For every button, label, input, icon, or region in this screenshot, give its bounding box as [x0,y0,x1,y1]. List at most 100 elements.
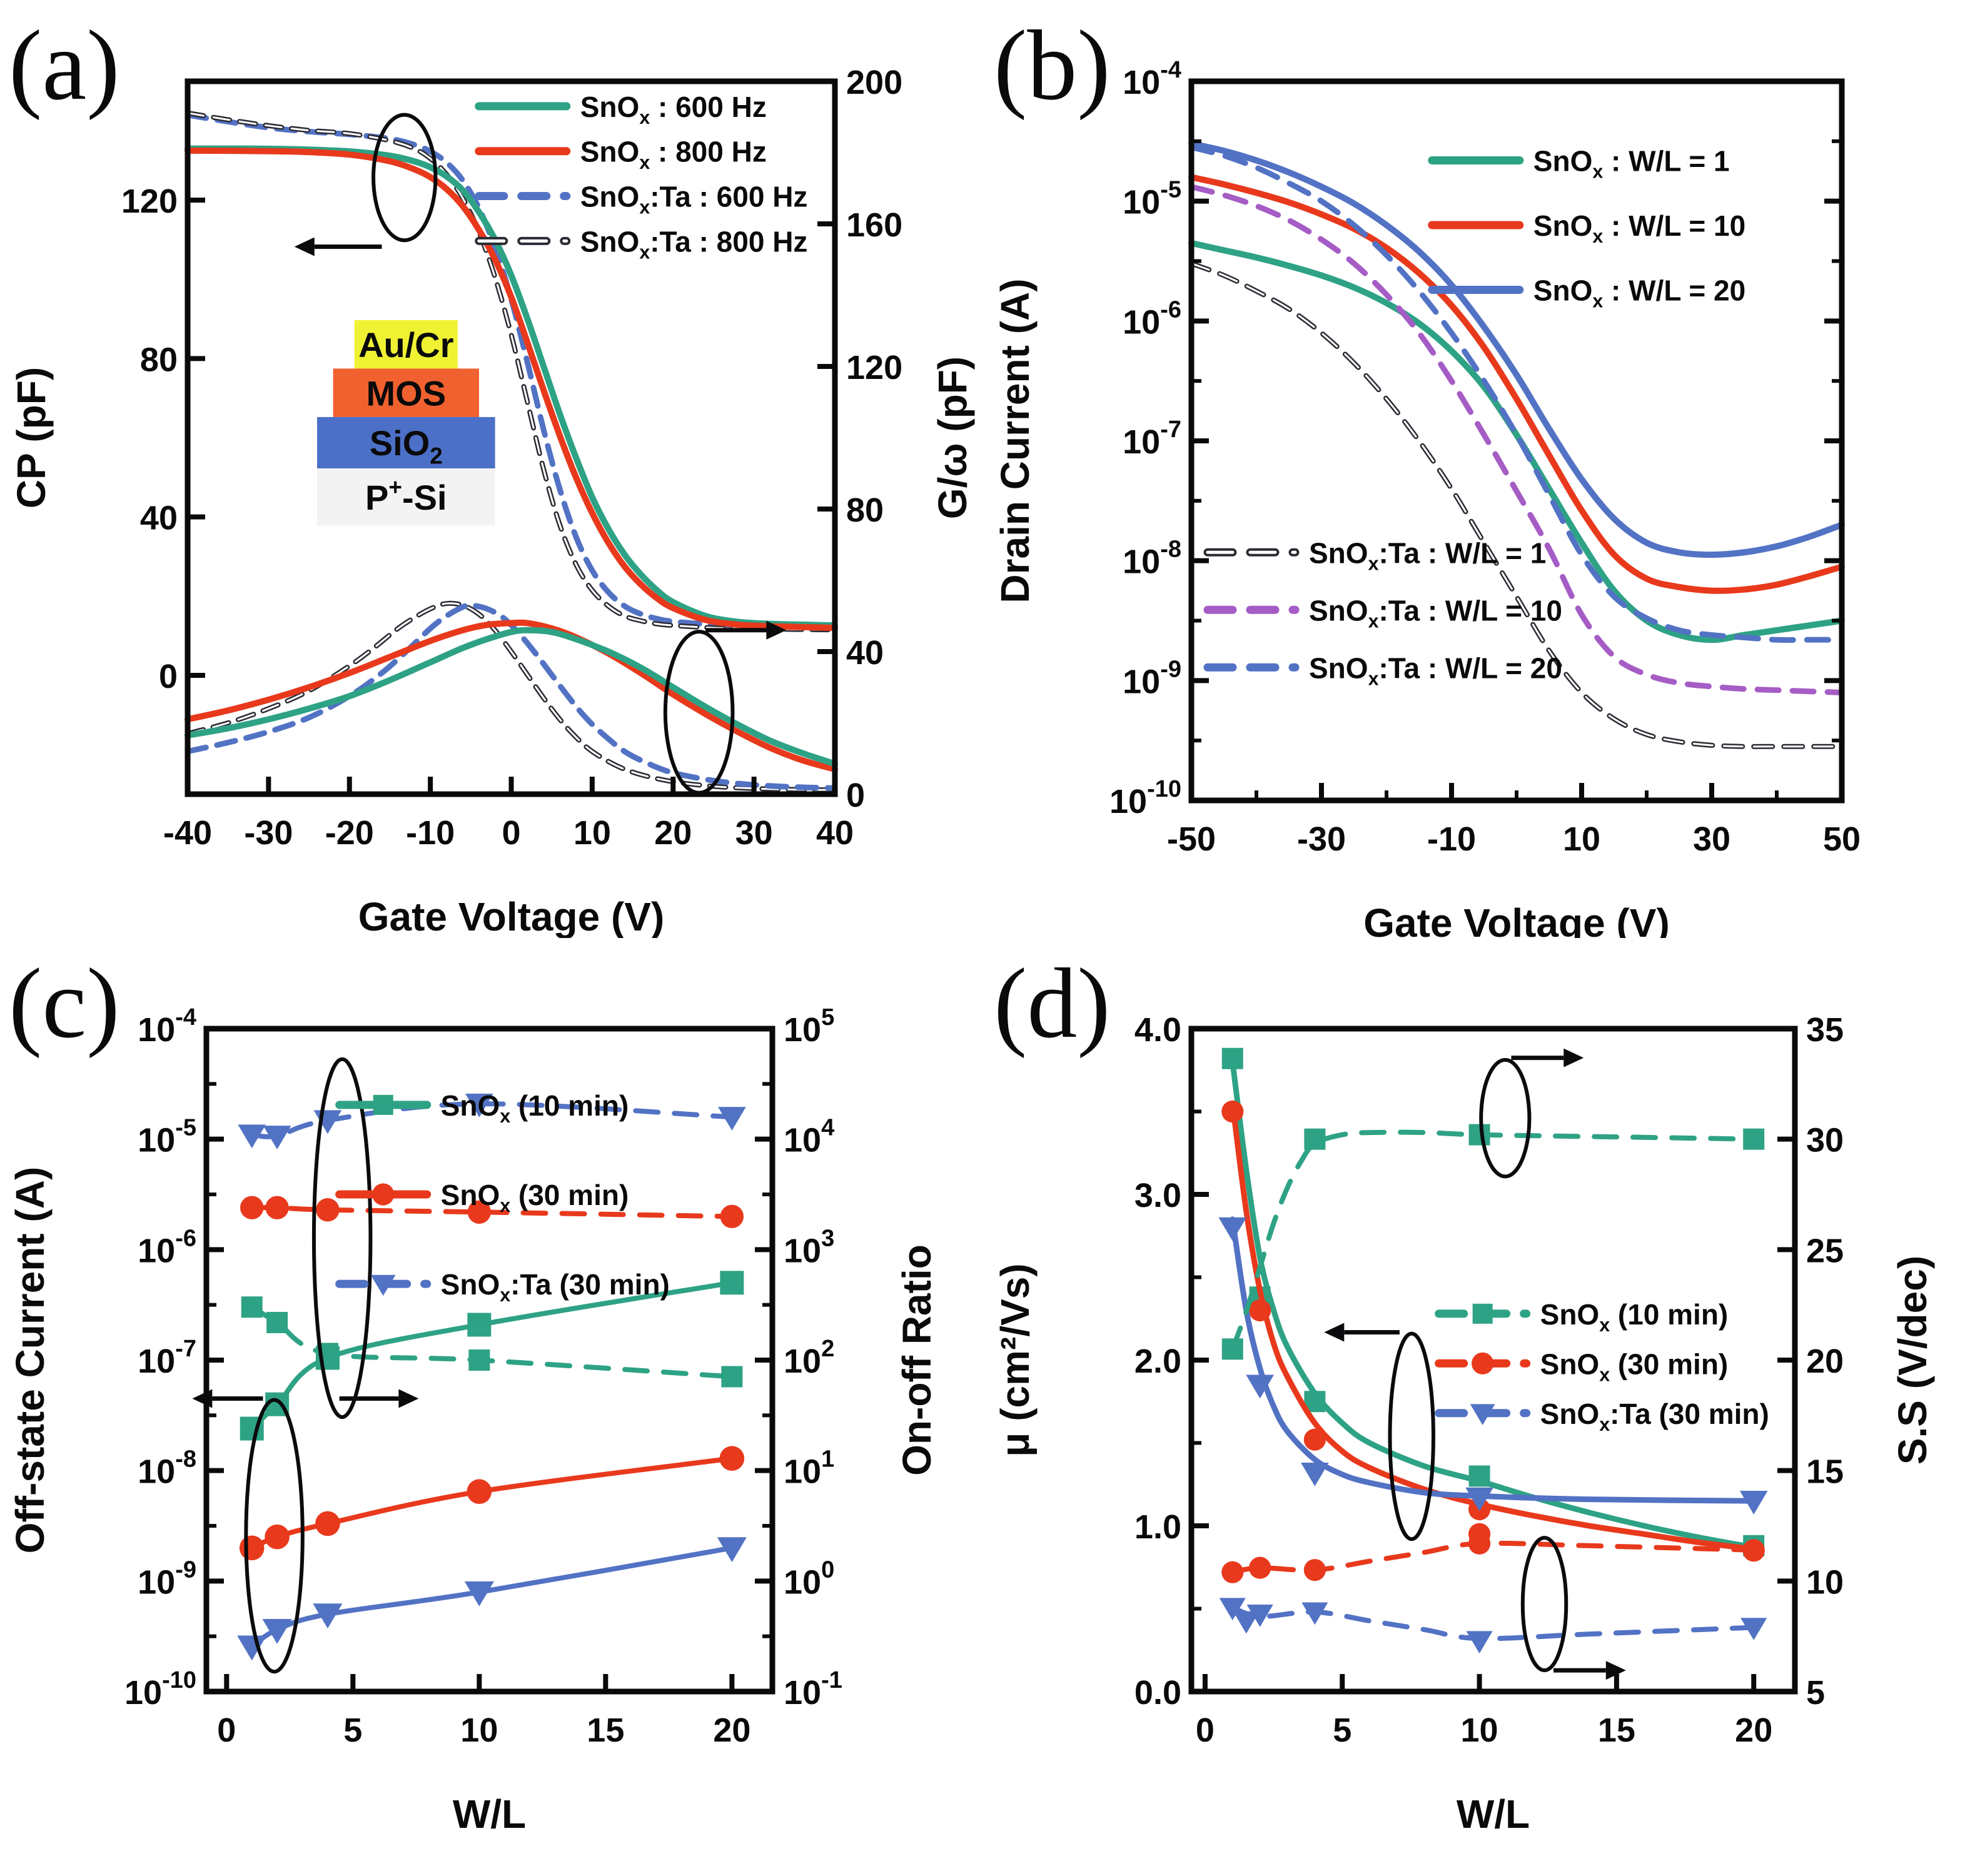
marker-ioff-snox-30min [315,1511,340,1536]
y-left-tick-label: 0.0 [1134,1674,1181,1712]
marker-ss-snox-ta-30min [1466,1631,1493,1654]
series-gw-snox-800hz [184,619,838,773]
x-tick-label: 5 [343,1712,362,1749]
panel-c: (c) 0 5 10 15 20 10-4 10-5 10-6 10-7 10-8 10-9 10-1… [0,938,985,1876]
x-tick-label: 0 [1196,1712,1215,1749]
series-gw-snox-600hz [184,627,838,767]
y-right-tick-label: 10 [1806,1563,1844,1601]
y-left-tick-label: 10-5 [1123,177,1181,221]
inset-layer [333,368,480,417]
annotation-arrow-head [294,237,315,256]
marker-ioff-snox-ta-30min [262,1618,292,1644]
series-ss-snox-ta-30min [1230,1605,1757,1642]
series-onoff-snox-10min [249,1304,735,1379]
x-tick-label: 20 [654,814,692,852]
annotation-ellipse [1520,1536,1568,1673]
x-tick-label: 5 [1333,1712,1351,1749]
legend-marker [1472,1352,1494,1374]
panel-b-letter: (b) [994,9,1111,121]
marker-onoff-snox-ta-30min [263,1126,291,1149]
y-right-tick-label: 100 [784,1556,834,1601]
series-cp-snox-ta-800hz-hollow [186,112,836,631]
y-right-axis-label: S.S (V/dec) [1890,1256,1935,1465]
y-right-tick-label: 101 [784,1446,834,1491]
panel-c-chart: (c) 0 5 10 15 20 10-4 10-5 10-6 10-7 10-8 10-9 10-1… [8,947,939,1837]
x-tick-label: 10 [573,814,611,852]
legend-label: SnOx (30 min) [441,1179,629,1216]
marker-ioff-snox-30min [239,1535,265,1561]
legend-label: SnOx : W/L = 10 [1533,209,1745,247]
panel-d-letter: (d) [994,947,1111,1059]
marker-ss-snox-ta-30min [1301,1602,1328,1625]
marker-ss-snox-30min [1303,1559,1326,1581]
x-axis-label: W/L [453,1792,526,1837]
series-ss-snox-30min [1230,1540,1757,1575]
inset-layer [317,416,495,469]
y-left-axis-label: Off-state Current (A) [8,1167,53,1554]
x-tick-label: -30 [244,814,293,852]
annotation-ellipse [663,630,735,795]
inset-layer [354,320,458,369]
x-tick-label: 0 [217,1712,236,1749]
y-left-axis-label: Drain Current (A) [993,278,1038,603]
marker-onoff-snox-10min [468,1349,490,1371]
x-tick-label: -50 [1167,820,1216,858]
marker-ioff-snox-30min [467,1479,492,1505]
legend-label: SnOx : W/L = 20 [1533,275,1745,312]
legend-label: SnOx:Ta : W/L = 20 [1309,652,1562,689]
y-right-tick-label: 25 [1806,1232,1844,1269]
legend: SnOx (10 min) SnOx (30 min) SnOx:Ta (30 mi… [335,1089,670,1306]
y-left-tick-label: 10-7 [138,1336,196,1380]
y-right-tick-label: 160 [846,206,902,244]
y-right-tick-label: 5 [1806,1674,1825,1712]
panel-a-chart: (a) Au/Cr MOS SiO2 P+-Si -40 -30 -20 -10 0 10 20 30… [9,9,975,938]
x-tick-label: 50 [1823,820,1861,858]
marker-ss-snox-30min [1249,1556,1271,1579]
y-right-axis-label: On-off Ratio [894,1244,939,1476]
annotation-ellipse [371,113,438,243]
y-left-tick-label: 120 [121,183,178,220]
y-left-tick-label: 10-5 [138,1115,196,1159]
x-axis-label: Gate Voltage (V) [1363,900,1670,938]
panel-d: (d) 0 5 10 15 20 0.0 1.0 2.0 3.0 4.0 5 10 15 20 25 30 35… [985,938,1970,1876]
panel-b-chart: (b) -50 -30 -10 10 30 50 10-4 10-5 10-6 10-7 10-8 1… [993,9,1861,938]
series-cp-snox-600hz [184,145,838,629]
y-right-tick-label: 10-1 [784,1667,842,1712]
marker-mu-snox-30min [1221,1100,1244,1123]
marker-ss-snox-ta-30min [1740,1618,1767,1640]
legend-label: SnOx (30 min) [1540,1348,1729,1385]
y-right-tick-label: 80 [846,492,884,529]
marker-ss-snox-10min [1468,1124,1490,1146]
panel-a: (a) Au/Cr MOS SiO2 P+-Si -40 -30 -20 -10 0 10 20 30… [0,0,985,938]
legend-label: SnOx:Ta (30 min) [441,1268,670,1306]
legend-label: SnOx : W/L = 1 [1533,145,1730,183]
marker-ioff-snox-ta-30min [313,1603,343,1629]
y-right-tick-label: 105 [784,1004,834,1049]
y-right-tick-label: 200 [846,64,902,101]
annotation-ellipse [1388,1331,1435,1541]
x-tick-label: 10 [1563,820,1600,858]
series-ss-snox-10min [1230,1129,1757,1352]
marker-ss-snox-10min [1221,1338,1243,1360]
marker-onoff-snox-30min [720,1204,744,1229]
series-id-snox-ta-wl10 [1188,184,1845,695]
marker-ioff-snox-10min [720,1271,744,1295]
legend-label: SnOx:Ta : 800 Hz [580,225,808,263]
series-id-snox-wl10 [1188,174,1845,594]
legend-marker [1470,1404,1495,1425]
y-left-tick-label: 1.0 [1134,1508,1181,1546]
legend-label: SnOx:Ta : W/L = 10 [1309,594,1562,632]
legend-marker [373,1094,393,1115]
marker-mu-snox-ta-30min [1246,1374,1274,1399]
annotation-ellipse [244,1398,305,1674]
marker-ss-snox-30min [1468,1532,1491,1555]
marker-ss-snox-10min [1743,1128,1765,1150]
panel-d-chart: (d) 0 5 10 15 20 0.0 1.0 2.0 3.0 4.0 5 10 15 20 25 30 35… [993,947,1935,1837]
y-right-tick-label: 0 [846,777,865,814]
panel-b: (b) -50 -30 -10 10 30 50 10-4 10-5 10-6 10-7 10-8 1… [985,0,1970,938]
y-right-tick-label: 20 [1806,1343,1844,1380]
marker-ss-snox-ta-30min [1233,1611,1260,1634]
marker-mu-snox-ta-30min [1301,1463,1329,1486]
x-tick-label: 15 [1598,1712,1635,1749]
marker-mu-snox-ta-30min [1739,1491,1768,1515]
